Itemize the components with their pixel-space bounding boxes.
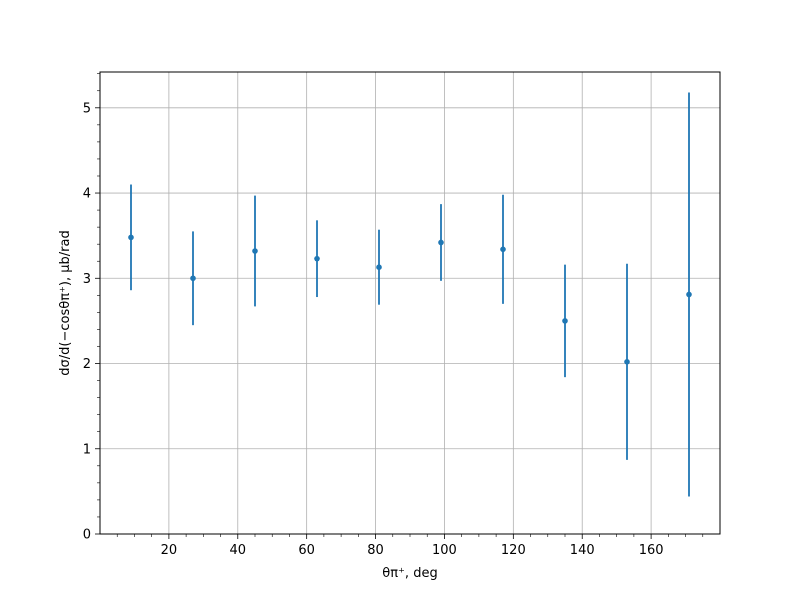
y-tick-label: 4 bbox=[83, 187, 91, 202]
data-points bbox=[128, 234, 692, 365]
grid bbox=[100, 72, 720, 535]
y-tick-label: 0 bbox=[83, 528, 91, 543]
x-tick-label: 20 bbox=[161, 543, 178, 558]
y-tick-label: 1 bbox=[83, 442, 91, 457]
x-tick-label: 160 bbox=[639, 543, 664, 558]
data-point bbox=[562, 318, 568, 324]
x-tick-label: 80 bbox=[367, 543, 384, 558]
data-point bbox=[252, 248, 258, 254]
x-axis-label: θπ⁺, deg bbox=[382, 566, 437, 581]
error-bars bbox=[130, 92, 690, 497]
y-axis-ticks: 0 1 2 3 4 5 bbox=[83, 73, 100, 543]
data-point bbox=[500, 246, 506, 253]
x-tick-label: 140 bbox=[570, 543, 595, 558]
y-tick-label: 5 bbox=[83, 101, 91, 116]
x-tick-label: 120 bbox=[501, 543, 526, 558]
x-tick-label: 60 bbox=[298, 543, 315, 558]
y-axis-label: dσ/d(−cosθπ⁺), μb/rad bbox=[58, 230, 73, 375]
data-point bbox=[624, 359, 630, 365]
data-point bbox=[438, 239, 444, 246]
data-point bbox=[314, 255, 320, 262]
data-point bbox=[376, 264, 382, 270]
x-tick-label: 40 bbox=[230, 543, 247, 558]
x-tick-label: 100 bbox=[432, 543, 457, 558]
y-tick-label: 2 bbox=[83, 357, 91, 372]
x-axis-ticks: 20 40 60 80 100 120 140 160 bbox=[116, 534, 704, 558]
y-tick-label: 3 bbox=[83, 272, 91, 287]
data-point bbox=[128, 234, 134, 241]
data-point bbox=[190, 275, 196, 282]
data-point bbox=[686, 291, 692, 298]
